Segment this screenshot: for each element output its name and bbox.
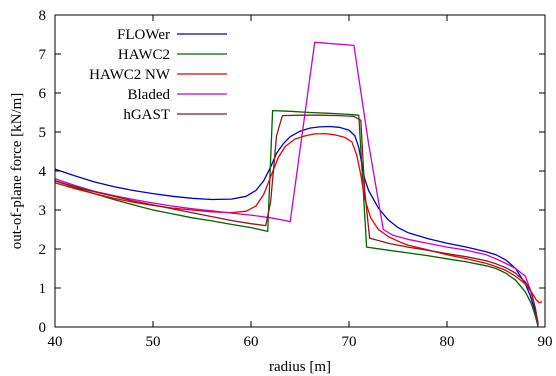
ticks-layer: 40 50 60 70 80 90 0 1 2 3 4 5 6 7 8 [39,8,553,350]
legend-label: FLOWer [117,27,170,43]
series-line-hgast [54,114,539,326]
x-tick-label: 70 [342,334,357,350]
y-axis-title: out-of-plane force [kN/m] [9,93,25,250]
y-tick-label: 0 [39,320,47,336]
y-tick-label: 3 [39,203,47,219]
legend: FLOWer HAWC2 HAWC2 NW Bladed hGAST [89,27,227,123]
y-tick-label: 7 [39,47,47,63]
legend-label: HAWC2 NW [89,67,171,83]
y-tick-label: 8 [39,8,47,24]
series-line-bladed [54,41,539,324]
series-line-hawc2 [54,109,539,328]
x-tick-label: 60 [244,334,259,350]
y-tick-label: 4 [39,164,47,180]
y-tick-label: 2 [39,242,47,258]
x-tick-label: 40 [48,334,63,350]
y-tick-label: 6 [39,86,47,102]
legend-label: HAWC2 [118,47,170,63]
legend-label: Bladed [128,87,171,103]
x-tick-label: 90 [538,334,553,350]
series-layer [54,41,543,328]
y-tick-label: 1 [39,281,47,297]
x-tick-label: 80 [440,334,455,350]
x-tick-label: 50 [146,334,161,350]
series-line-hawc2-nw [54,132,543,304]
series-line-flower [54,125,539,326]
legend-label: hGAST [123,107,170,123]
y-tick-label: 5 [39,125,47,141]
x-axis-title: radius [m] [269,359,331,375]
